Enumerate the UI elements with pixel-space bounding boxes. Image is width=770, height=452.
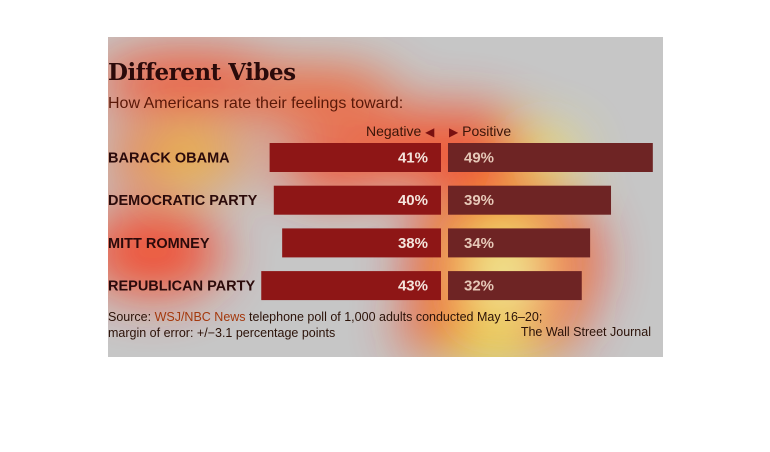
right-arrow-icon: ▶ xyxy=(449,125,459,139)
positive-value-mitt-romney: 34% xyxy=(464,235,494,252)
category-label-barack-obama: BARACK OBAMA xyxy=(108,151,230,167)
bar-chart: BARACK OBAMA 41% 49% DEMOCRATIC PARTY 40% 39%… xyxy=(108,143,653,301)
margin-of-error: margin of error: +/−3.1 percentage point… xyxy=(108,326,336,340)
category-label-republican-party: REPUBLICAN PARTY xyxy=(108,279,255,295)
negative-value-republican-party: 43% xyxy=(398,278,428,295)
source-link[interactable]: WSJ/NBC News xyxy=(154,310,246,324)
chart-title: Different Vibes xyxy=(108,59,296,86)
positive-bar-barack-obama xyxy=(448,143,653,172)
chart-card: Different Vibes How Americans rate their… xyxy=(108,37,663,357)
negative-bar-republican-party xyxy=(261,271,441,301)
category-label-democratic-party: DEMOCRATIC PARTY xyxy=(108,193,258,209)
negative-value-barack-obama: 41% xyxy=(398,150,428,167)
negative-bar-barack-obama xyxy=(269,143,441,172)
legend-negative: Negative ◀ xyxy=(366,123,434,139)
positive-value-democratic-party: 39% xyxy=(464,192,494,209)
source-note: Source: WSJ/NBC News telephone poll of 1… xyxy=(108,309,568,341)
source-text: telephone poll of 1,000 adults conducted… xyxy=(245,310,543,324)
chart-subtitle: How Americans rate their feelings toward… xyxy=(108,95,404,112)
negative-bar-mitt-romney xyxy=(282,228,441,258)
legend-positive: ▶ Positive xyxy=(449,123,511,139)
negative-bar-democratic-party xyxy=(273,185,441,215)
negative-value-democratic-party: 40% xyxy=(398,192,428,209)
positive-bar-democratic-party xyxy=(448,185,612,215)
positive-bar-mitt-romney xyxy=(448,228,591,258)
source-prefix: Source: xyxy=(108,310,155,324)
legend-positive-label: Positive xyxy=(462,123,512,139)
credit: The Wall Street Journal xyxy=(520,325,651,339)
left-arrow-icon: ◀ xyxy=(425,125,435,139)
positive-value-barack-obama: 49% xyxy=(464,150,494,167)
positive-value-republican-party: 32% xyxy=(464,278,494,295)
legend-negative-label: Negative xyxy=(366,123,422,139)
category-label-mitt-romney: MITT ROMNEY xyxy=(108,236,210,252)
negative-value-mitt-romney: 38% xyxy=(398,235,428,252)
positive-bar-republican-party xyxy=(448,271,582,301)
